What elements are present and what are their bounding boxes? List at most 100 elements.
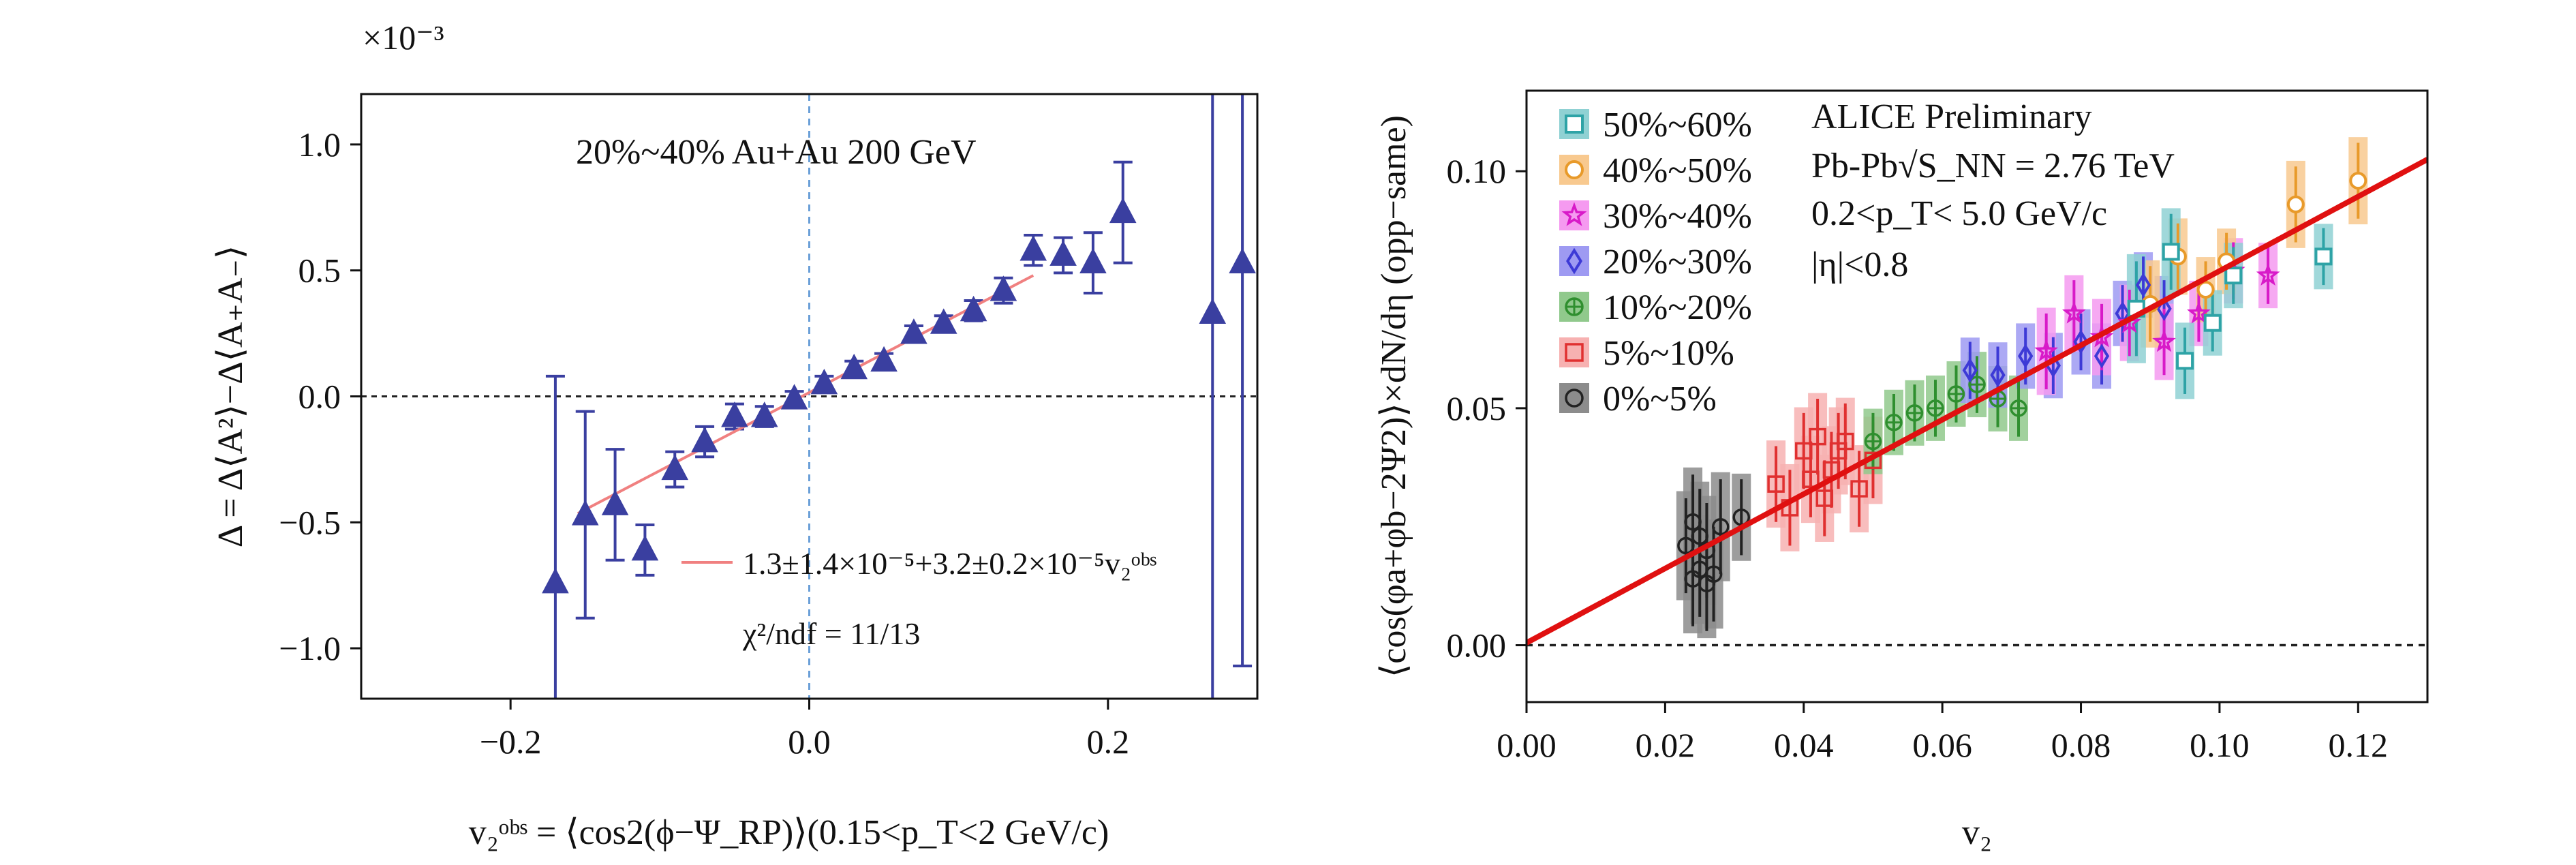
data-point-2 bbox=[601, 489, 629, 515]
y-tick-label: −0.5 bbox=[279, 503, 341, 541]
data-point-11 bbox=[870, 346, 898, 372]
legend-swatch-5 bbox=[1559, 337, 1589, 367]
data-point-10 bbox=[840, 353, 868, 380]
data-point-5-5 bbox=[1815, 489, 1834, 507]
data-point-2-7 bbox=[2256, 262, 2280, 286]
data-point-1-2 bbox=[2196, 281, 2215, 299]
x-axis-label: v₂ᵒᵇˢ = ⟨cos2(ϕ−Ψ_RP)⟩(0.15<p_T<2 GeV/c) bbox=[469, 813, 1109, 852]
legend-label: 30%~40% bbox=[1603, 197, 1752, 236]
fit-line bbox=[577, 274, 1034, 515]
annotation-text: |η|<0.8 bbox=[1811, 245, 1908, 284]
dataset-annotation: 20%~40% Au+Au 200 GeV bbox=[576, 133, 977, 172]
data-point-6 bbox=[721, 401, 748, 427]
data-point-5-2 bbox=[1795, 442, 1813, 460]
x-tick-label: −0.2 bbox=[480, 723, 542, 761]
data-point-1 bbox=[571, 500, 599, 526]
legend-chi2-label: χ²/ndf = 11/13 bbox=[742, 616, 920, 651]
y-tick-label: 0.00 bbox=[1447, 626, 1507, 665]
legend-label: 20%~30% bbox=[1603, 243, 1752, 282]
data-point-13 bbox=[930, 308, 957, 334]
data-point-20 bbox=[1199, 298, 1227, 324]
data-point-21 bbox=[1229, 247, 1256, 274]
data-point-6-8 bbox=[1711, 517, 1730, 536]
legend-label: 5%~10% bbox=[1603, 334, 1734, 373]
data-point-12 bbox=[900, 318, 927, 344]
data-point-1-4 bbox=[2286, 195, 2305, 213]
data-point-5-0 bbox=[1767, 475, 1785, 493]
annotation-text: Pb-Pb√S_NN = 2.76 TeV bbox=[1811, 147, 2175, 185]
right-chart: 0.00 0.02 0.04 0.06 0.08 0.10 0.12 0.00 0.05 0.10… bbox=[1375, 89, 2429, 852]
y-tick-label: 0.05 bbox=[1447, 389, 1507, 427]
legend-fit-label: 1.3±1.4×10⁻⁵+3.2±0.2×10⁻⁵v₂ᵒᵇˢ bbox=[743, 546, 1156, 581]
x-tick-label: 0.04 bbox=[1774, 726, 1834, 764]
data-point-0-1 bbox=[2162, 243, 2180, 261]
y-tick-label: −1.0 bbox=[279, 629, 341, 667]
data-point-5-4 bbox=[1809, 427, 1826, 446]
x-tick-label: 0.2 bbox=[1087, 723, 1130, 761]
left-points bbox=[542, 94, 1256, 699]
data-point-14 bbox=[960, 295, 987, 322]
data-point-3-4 bbox=[2073, 329, 2089, 354]
data-point-4 bbox=[661, 454, 689, 481]
legend-marker-6 bbox=[1565, 389, 1584, 408]
legend-marker-2 bbox=[1561, 202, 1587, 226]
data-point-6-7 bbox=[1704, 565, 1723, 583]
legend-label: 50%~60% bbox=[1603, 106, 1752, 145]
annotation-text: 0.2<p_T< 5.0 GeV/c bbox=[1811, 194, 2107, 233]
x-tick-label: 0.00 bbox=[1497, 726, 1557, 764]
x-tick-label: 0.0 bbox=[788, 723, 831, 761]
data-point-6-0 bbox=[1677, 536, 1695, 555]
y-axis-label: ⟨cos(φa+φb−2Ψ2)⟩×dN/dη (opp−same) bbox=[1375, 115, 1413, 678]
data-point-9 bbox=[810, 369, 838, 395]
x-axis-label: v₂ bbox=[1962, 813, 1992, 852]
data-point-6-2 bbox=[1684, 513, 1702, 531]
fit-line bbox=[1527, 157, 2427, 646]
x-tick-label: 0.12 bbox=[2329, 726, 2389, 764]
plot-frame-right bbox=[1525, 89, 2429, 703]
data-point-2-0 bbox=[2034, 339, 2059, 362]
left-chart: −0.2 0.0 0.2 1.0 0.5 0.0 −0.5 −1.0 ×10⁻³ 20%~40% … bbox=[211, 18, 1259, 852]
annotation-text: ALICE Preliminary bbox=[1811, 97, 2092, 136]
legend-marker-5 bbox=[1565, 343, 1584, 362]
data-point-3-2 bbox=[2018, 344, 2034, 369]
data-point-0-3 bbox=[2203, 314, 2222, 332]
data-point-5 bbox=[691, 427, 718, 453]
data-point-2-1 bbox=[2061, 301, 2086, 324]
legend-marker-3 bbox=[1566, 247, 1582, 275]
legend-label: 0%~5% bbox=[1603, 380, 1717, 419]
y-tick-label: 1.0 bbox=[298, 125, 341, 164]
x-tick-label: 0.02 bbox=[1636, 726, 1696, 764]
y-axis-label: Δ = Δ⟨A²⟩−Δ⟨A₊A₋⟩ bbox=[211, 245, 250, 548]
legend-swatch-6 bbox=[1559, 383, 1589, 413]
y-tick-label: 0.0 bbox=[298, 378, 341, 416]
right-points bbox=[1527, 137, 2427, 647]
legend-label: 10%~20% bbox=[1603, 288, 1752, 327]
data-point-3-1 bbox=[1990, 363, 2006, 388]
y-tick-label: 0.10 bbox=[1447, 152, 1507, 190]
data-point-3-7 bbox=[2135, 272, 2151, 298]
data-point-5-9 bbox=[1850, 480, 1868, 498]
data-point-15 bbox=[990, 275, 1017, 301]
data-point-5-8 bbox=[1837, 432, 1854, 451]
data-point-2-2 bbox=[2089, 324, 2114, 348]
data-point-18 bbox=[1079, 247, 1107, 274]
data-point-7 bbox=[750, 401, 778, 427]
y-tick-label: 0.5 bbox=[298, 252, 341, 290]
legend-marker-1 bbox=[1565, 160, 1584, 179]
data-point-3-0 bbox=[1962, 358, 1978, 383]
data-point-17 bbox=[1049, 240, 1077, 266]
data-point-8 bbox=[780, 384, 808, 410]
data-point-19 bbox=[1109, 197, 1137, 224]
data-point-5-3 bbox=[1802, 470, 1820, 488]
data-point-1-5 bbox=[2349, 172, 2367, 190]
data-point-0-4 bbox=[2224, 267, 2243, 285]
exponent-label: ×10⁻³ bbox=[363, 18, 444, 57]
legend-marker-0 bbox=[1565, 115, 1584, 134]
x-tick-label: 0.06 bbox=[1912, 726, 1972, 764]
data-point-6-4 bbox=[1691, 527, 1708, 545]
data-point-2-4 bbox=[2152, 329, 2176, 352]
data-point-0-5 bbox=[2314, 247, 2333, 266]
data-point-2-5 bbox=[2187, 301, 2211, 324]
